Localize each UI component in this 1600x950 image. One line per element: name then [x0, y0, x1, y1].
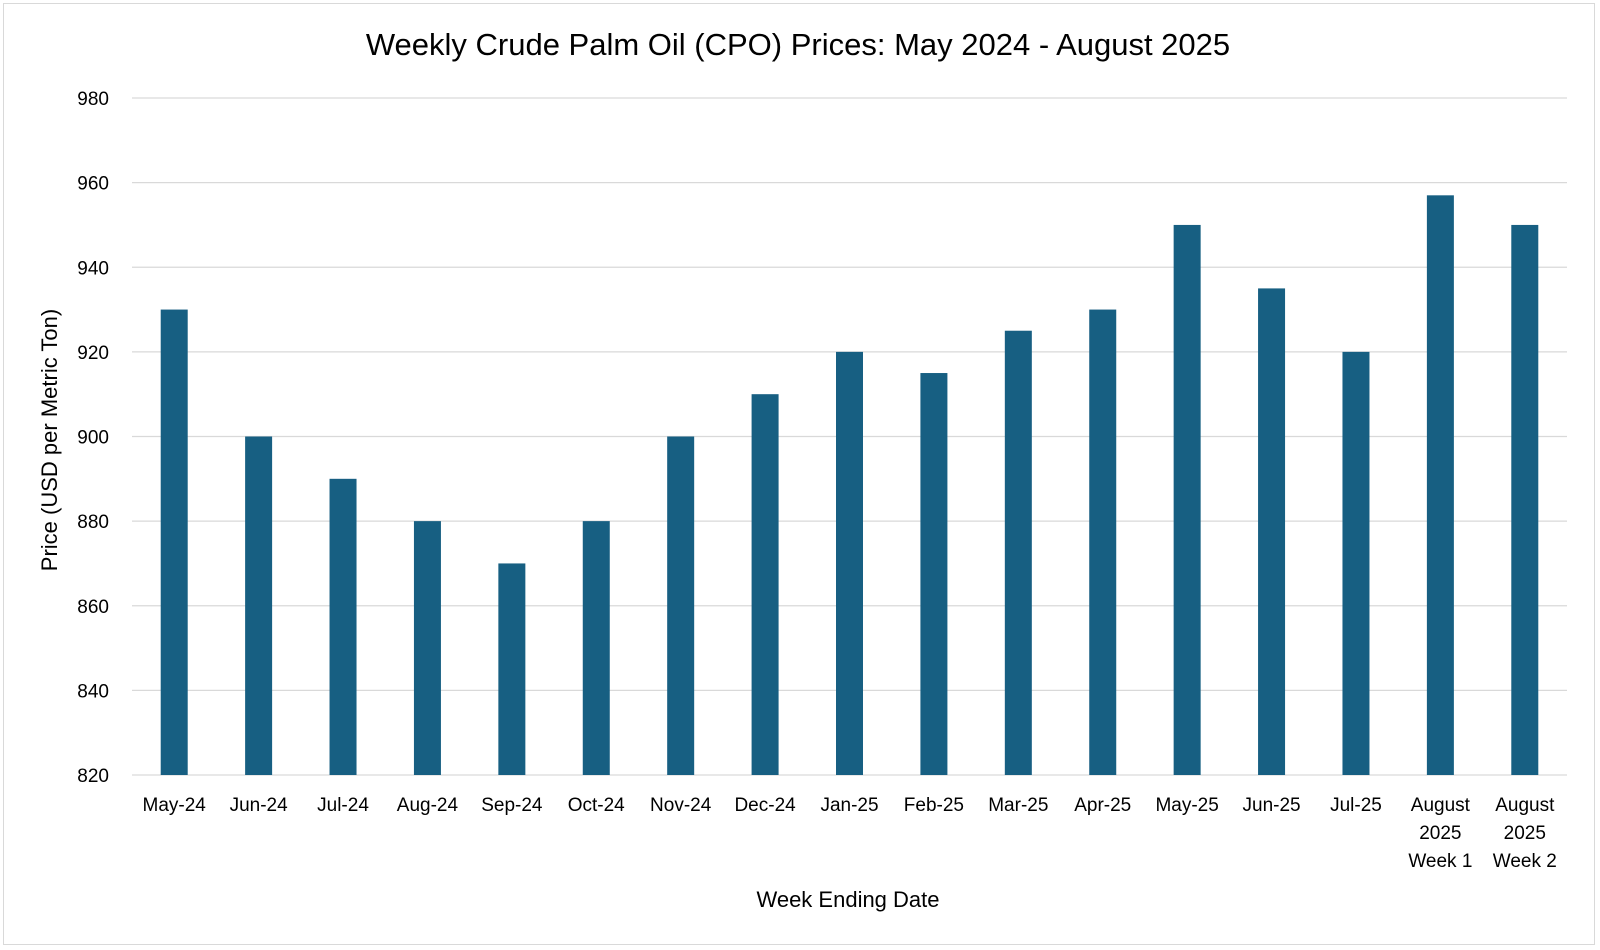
bar	[836, 351, 863, 775]
bar	[582, 521, 610, 775]
bar	[1258, 288, 1286, 775]
x-tick-label: Jan-25	[820, 795, 878, 816]
y-axis-title: Price (USD per Metric Ton)	[37, 309, 62, 571]
x-tick-label: Apr-25	[1074, 795, 1131, 816]
x-tick-label: August	[1495, 795, 1555, 816]
x-axis-title: Week Ending Date	[756, 887, 939, 912]
x-tick-label: Week 1	[1408, 851, 1472, 872]
x-tick-label: 2025	[1504, 823, 1546, 844]
x-tick-label: Nov-24	[650, 795, 712, 816]
x-tick-label: 2025	[1419, 823, 1461, 844]
x-tick-label: Jul-25	[1330, 795, 1382, 816]
x-tick-label: Week 2	[1493, 851, 1557, 872]
bar	[667, 436, 695, 775]
x-tick-label: Mar-25	[988, 795, 1048, 816]
bar	[1004, 330, 1032, 775]
x-tick-label: Sep-24	[481, 795, 543, 816]
x-tick-label: Jun-24	[230, 795, 289, 816]
y-tick-label: 980	[77, 89, 109, 110]
y-tick-label: 880	[77, 512, 109, 533]
y-tick-label: 960	[77, 174, 109, 195]
bar	[329, 478, 357, 775]
y-axis-ticks: 820 840 860 880 900 920 940 960 980	[77, 89, 109, 787]
bar	[160, 309, 188, 775]
bar	[1342, 351, 1370, 775]
x-tick-label: Jun-25	[1243, 795, 1301, 816]
bar	[245, 436, 273, 775]
bars	[160, 195, 1539, 776]
bar	[1089, 309, 1117, 775]
x-tick-label: Aug-24	[397, 795, 459, 816]
y-tick-label: 840	[77, 681, 109, 702]
bar	[1511, 224, 1539, 775]
x-tick-label: Oct-24	[568, 795, 625, 816]
bar	[1173, 224, 1201, 775]
x-tick-label: Jul-24	[317, 795, 369, 816]
chart-title: Weekly Crude Palm Oil (CPO) Prices: May …	[366, 27, 1230, 62]
x-axis-ticks: May-24 Jun-24 Jul-24 Aug-24 Sep-24 Oct-24 Nov-…	[143, 795, 1557, 872]
bar	[751, 394, 779, 775]
y-tick-label: 820	[77, 766, 109, 787]
y-tick-label: 940	[77, 258, 109, 279]
bar	[920, 373, 948, 775]
y-tick-label: 920	[77, 343, 109, 364]
y-tick-label: 860	[77, 597, 109, 618]
x-tick-label: Dec-24	[734, 795, 796, 816]
y-tick-label: 900	[77, 428, 109, 449]
x-tick-label: May-25	[1155, 795, 1218, 816]
x-tick-label: May-24	[143, 795, 207, 816]
bar	[498, 563, 526, 775]
bar	[413, 521, 441, 775]
x-tick-label: August	[1411, 795, 1471, 816]
bar	[1426, 195, 1454, 776]
x-tick-label: Feb-25	[904, 795, 964, 816]
